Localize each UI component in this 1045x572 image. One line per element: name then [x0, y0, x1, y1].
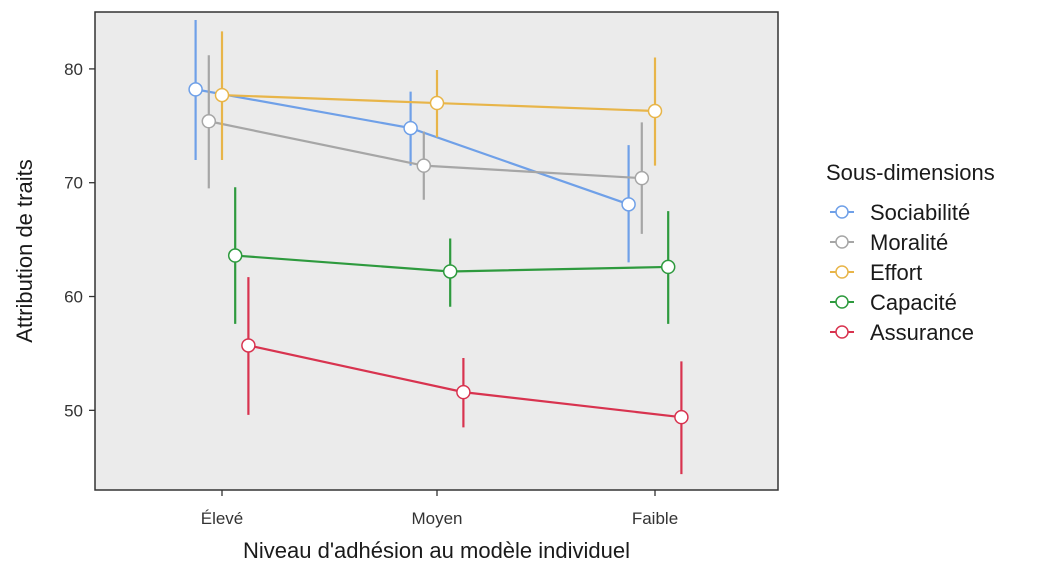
- data-point: [660, 259, 676, 275]
- x-axis: Élevé Moyen Faible: [201, 490, 678, 528]
- data-point: [621, 197, 636, 212]
- series-layer: [188, 19, 689, 475]
- legend-label: Assurance: [870, 320, 974, 345]
- series-1: [201, 55, 650, 234]
- data-point: [214, 87, 230, 103]
- series-0: [188, 19, 636, 263]
- legend-label: Capacité: [870, 290, 957, 315]
- legend-item: Effort: [830, 260, 922, 285]
- data-point: [634, 170, 650, 186]
- x-tick-label: Moyen: [411, 509, 462, 528]
- legend-key-point: [835, 295, 849, 309]
- data-point: [429, 95, 445, 111]
- series-4: [241, 277, 689, 475]
- legend-label: Effort: [870, 260, 922, 285]
- data-point: [403, 120, 418, 136]
- data-point: [201, 114, 217, 129]
- series-3: [227, 187, 676, 324]
- y-tick-label: 80: [64, 60, 83, 79]
- data-point: [442, 264, 458, 279]
- data-point: [647, 103, 663, 119]
- data-point: [227, 248, 243, 263]
- plot-frame: [94, 11, 779, 491]
- legend-item: Capacité: [830, 290, 957, 315]
- legend-title: Sous-dimensions: [826, 160, 995, 185]
- data-point: [241, 338, 256, 353]
- legend-item: Assurance: [830, 320, 974, 345]
- data-point: [188, 82, 203, 97]
- x-tick-label: Élevé: [201, 509, 244, 528]
- data-point: [456, 384, 471, 400]
- legend-label: Sociabilité: [870, 200, 970, 225]
- y-tick-label: 70: [64, 174, 83, 193]
- data-point: [674, 409, 689, 425]
- legend-label: Moralité: [870, 230, 948, 255]
- data-point: [416, 158, 432, 173]
- y-tick-label: 50: [64, 401, 83, 420]
- y-axis: 50 60 70 80: [64, 60, 95, 420]
- legend-key-point: [835, 325, 849, 339]
- legend-key-point: [835, 265, 849, 279]
- legend-key-point: [835, 205, 849, 219]
- x-tick-label: Faible: [632, 509, 678, 528]
- x-axis-title: Niveau d'adhésion au modèle individuel: [243, 538, 630, 563]
- legend-item: Moralité: [830, 230, 948, 255]
- y-tick-label: 60: [64, 288, 83, 307]
- legend-item: Sociabilité: [830, 200, 970, 225]
- series-2: [214, 31, 663, 166]
- legend-key-point: [835, 235, 849, 249]
- legend: Sous-dimensions Sociabilité Moralité Effor…: [826, 160, 995, 345]
- y-axis-title: Attribution de traits: [12, 159, 37, 342]
